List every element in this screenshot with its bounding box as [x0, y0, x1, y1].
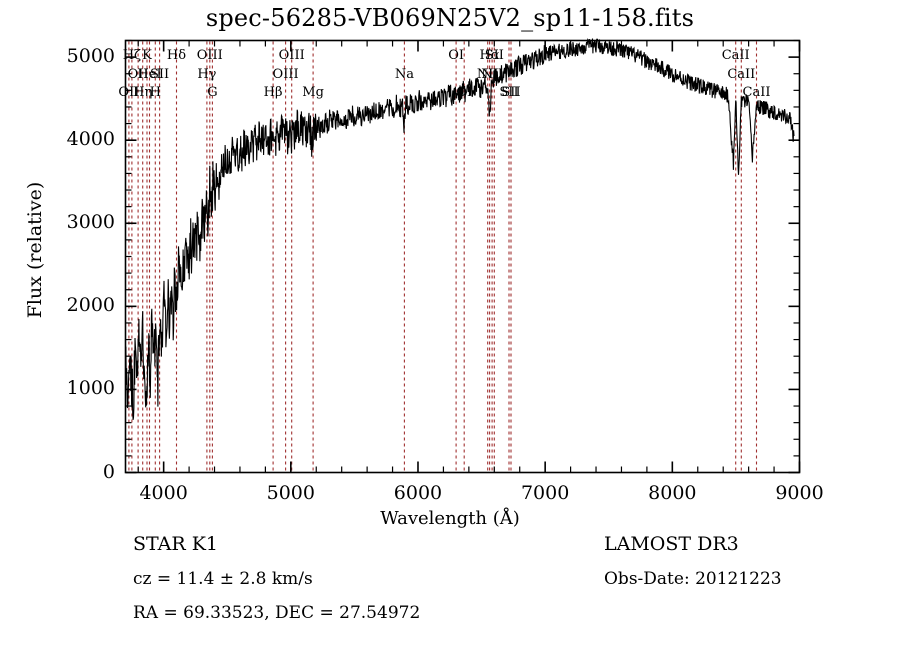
- line-label-sii: SII: [501, 85, 521, 100]
- line-label-oiii: OIII: [278, 48, 305, 63]
- y-tick-3000: 3000: [66, 211, 115, 234]
- line-label-oii: OII: [127, 67, 149, 82]
- line-label-caii: CaII: [742, 85, 771, 100]
- redshift-velocity-text: cz = 11.4 ± 2.8 km/s: [133, 569, 313, 589]
- line-label-hei: HeI: [137, 67, 162, 82]
- y-tick-1000: 1000: [66, 377, 115, 400]
- line-label-oi: OI: [448, 48, 464, 63]
- y-tick-4000: 4000: [66, 128, 115, 151]
- plot-frame: [124, 39, 801, 474]
- x-axis-label: Wavelength (Å): [380, 508, 520, 529]
- x-tick-6000: 6000: [393, 481, 443, 504]
- line-label-hγ: Hγ: [197, 67, 217, 82]
- line-label-hη: Hη: [133, 85, 153, 100]
- line-label-caii: CaII: [721, 48, 750, 63]
- object-class-text: STAR K1: [133, 533, 218, 555]
- x-tick-8000: 8000: [648, 481, 697, 504]
- line-label-oii: OII: [118, 85, 140, 100]
- survey-text: LAMOST DR3: [604, 533, 739, 555]
- line-label-nii: NII: [481, 67, 503, 82]
- x-tick-5000: 5000: [266, 481, 315, 504]
- line-label-h: H: [149, 85, 161, 100]
- line-label-hβ: Hβ: [263, 85, 283, 100]
- axis-ticks: [125, 39, 801, 474]
- line-label-mg: Mg: [302, 85, 324, 100]
- spectrum-trace: [124, 38, 795, 420]
- line-label-k: K: [142, 48, 152, 63]
- line-label-sii: SII: [484, 48, 504, 63]
- x-tick-7000: 7000: [520, 481, 570, 504]
- line-label-hζ: Hζ: [122, 48, 142, 63]
- line-label-oiii: OIII: [272, 67, 299, 82]
- figure-title: spec-56285-VB069N25V2_sp11-158.fits: [205, 4, 695, 32]
- x-tick-9000: 9000: [775, 481, 824, 504]
- y-tick-0: 0: [102, 460, 115, 483]
- line-label-hδ: Hδ: [166, 48, 187, 63]
- coordinates-text: RA = 69.33523, DEC = 27.54972: [133, 603, 421, 623]
- y-tick-2000: 2000: [66, 294, 115, 317]
- line-label-na: Na: [394, 67, 414, 82]
- line-label-oi: OI: [456, 85, 473, 100]
- line-label-caii: CaII: [727, 67, 756, 82]
- line-label-oiii: OIII: [196, 48, 223, 63]
- line-marker-group: [128, 41, 758, 472]
- observation-date-text: Obs-Date: 20121223: [604, 569, 782, 589]
- line-label-sii: SII: [499, 85, 519, 100]
- line-label-g: G: [207, 85, 218, 100]
- line-label-hα: Hα: [479, 48, 500, 63]
- x-tick-4000: 4000: [139, 481, 188, 504]
- line-label-sii: SII: [150, 67, 170, 82]
- y-tick-5000: 5000: [66, 45, 115, 68]
- line-label-nii: NII: [476, 67, 499, 82]
